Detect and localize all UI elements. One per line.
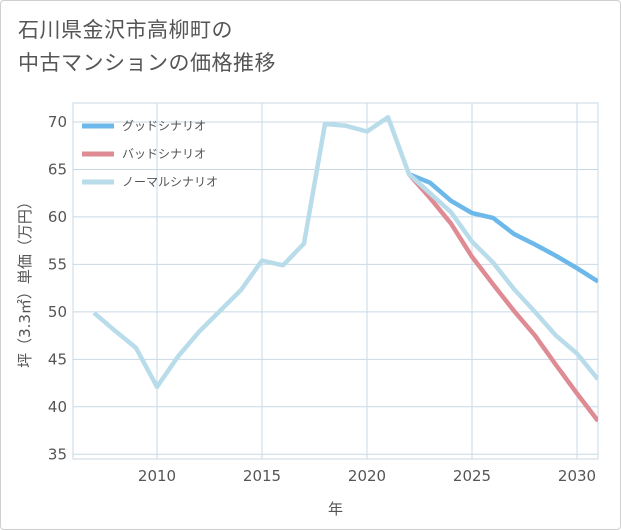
x-tick-label: 2010 xyxy=(138,467,176,485)
legend-label-normal: ノーマルシナリオ xyxy=(122,175,218,189)
x-axis-title: 年 xyxy=(328,500,343,518)
y-tick-label: 70 xyxy=(48,113,67,131)
series-line-bad xyxy=(407,172,598,423)
tick-labels: 35 40 45 50 55 60 65 70 2010 2015 2020 2025 2030 xyxy=(48,113,596,485)
chart-title-line-1: 石川県金沢市高柳町の xyxy=(18,18,233,42)
legend-label-good: グッドシナリオ xyxy=(122,119,206,133)
y-tick-label: 60 xyxy=(48,208,67,226)
y-axis-title: 坪（3.3㎡）単価（万円） xyxy=(16,194,34,368)
y-tick-label: 40 xyxy=(48,398,67,416)
y-tick-label: 35 xyxy=(48,445,67,463)
grid-lines xyxy=(72,102,599,460)
x-tick-label: 2025 xyxy=(453,467,491,485)
chart-title-line-2: 中古マンションの価格推移 xyxy=(18,51,276,75)
x-tick-label: 2020 xyxy=(348,467,386,485)
series-line-normal xyxy=(92,114,598,390)
series-line-good xyxy=(408,172,598,284)
y-tick-label: 65 xyxy=(48,160,67,178)
y-tick-label: 55 xyxy=(48,255,67,273)
x-tick-label: 2015 xyxy=(243,467,281,485)
legend-label-bad: バッドシナリオ xyxy=(122,147,206,161)
y-tick-label: 50 xyxy=(48,303,67,321)
y-tick-label: 45 xyxy=(48,350,67,368)
chart-title: 石川県金沢市高柳町の 中古マンションの価格推移 xyxy=(18,14,276,80)
x-tick-label: 2030 xyxy=(558,467,596,485)
series-lines xyxy=(92,114,598,423)
